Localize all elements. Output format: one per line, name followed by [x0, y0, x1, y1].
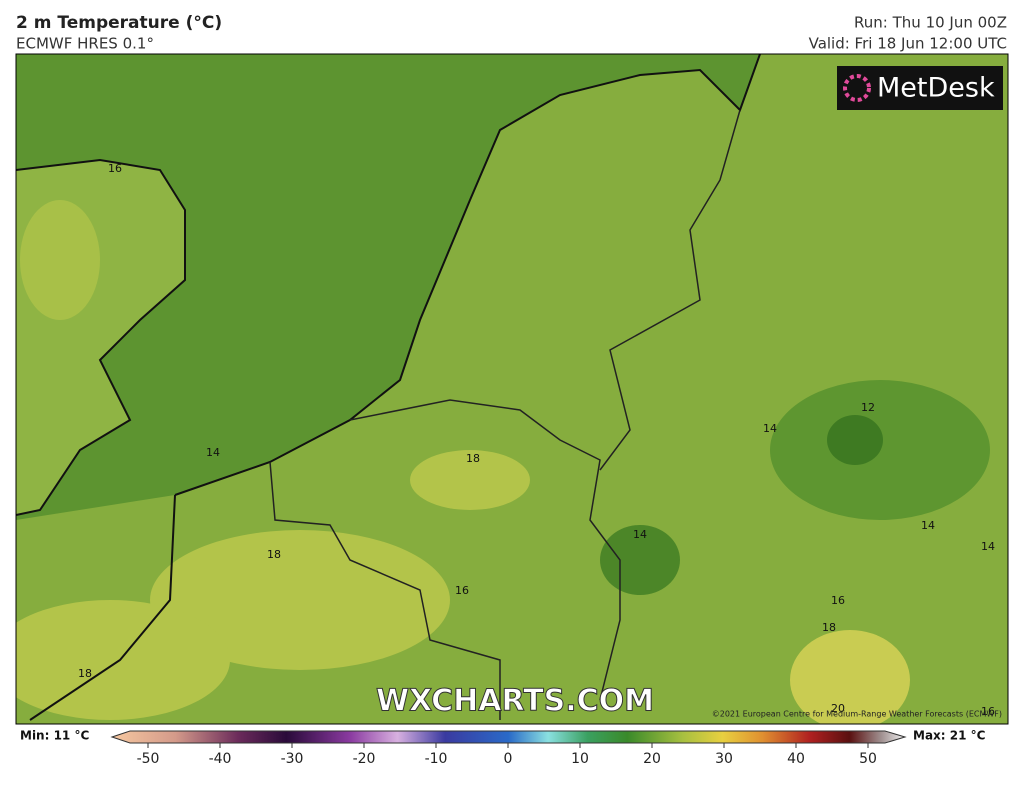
colorbar-tick-label: 20 [643, 751, 661, 767]
max-label: Max: 21 °C [913, 729, 986, 743]
map [16, 54, 1008, 724]
contour-label: 16 [455, 584, 469, 597]
coastline [29, 494, 176, 721]
warm-zone [790, 630, 910, 724]
colorbar-tick-label: 0 [504, 751, 513, 767]
colorbar-tick-label: 30 [715, 751, 733, 767]
cold-zone [827, 415, 883, 465]
colorbar-tick-label: -10 [425, 751, 448, 767]
colorbar [110, 730, 907, 744]
contour-label: 18 [78, 667, 92, 680]
warm-zone [410, 450, 530, 510]
min-label: Min: 11 °C [20, 729, 89, 743]
coastline [174, 54, 761, 496]
contour-label: 16 [831, 594, 845, 607]
border [269, 461, 501, 720]
warm-zone [16, 600, 230, 720]
contour-label: 14 [921, 519, 935, 532]
contour-label: 14 [763, 422, 777, 435]
contour-label: 16 [981, 705, 995, 718]
title: 2 m Temperature (°C) [16, 13, 222, 33]
colorbar-tick-label: -30 [281, 751, 304, 767]
logo-icon [843, 74, 871, 102]
contour-label: 18 [267, 548, 281, 561]
colorbar-tick-label: 50 [859, 751, 877, 767]
logo-box [837, 66, 1003, 110]
contour-label: 20 [831, 702, 845, 715]
subtitle: ECMWF HRES 0.1° [16, 35, 154, 53]
colorbar-tick-label: -50 [137, 751, 160, 767]
run-time: Run: Thu 10 Jun 00Z [854, 14, 1007, 32]
contour-labels: 16 14 18 18 16 14 14 12 14 14 16 18 18 20 16 [78, 162, 995, 718]
colorbar-tick-label: 10 [571, 751, 589, 767]
contour-label: 14 [206, 446, 220, 459]
contour-label: 12 [861, 401, 875, 414]
logo: MetDesk [877, 73, 995, 104]
border [599, 109, 741, 471]
copyright: ©2021 European Centre for Medium-Range W… [712, 710, 1002, 719]
map-frame [15, 53, 1009, 725]
warm-zone [20, 200, 100, 320]
colorbar-tick-label: 40 [787, 751, 805, 767]
contour-label: 18 [822, 621, 836, 634]
colorbar-ticks: -50 -40 -30 -20 -10 0 10 20 30 40 50 [137, 743, 877, 767]
valid-time: Valid: Fri 18 Jun 12:00 UTC [809, 35, 1007, 53]
colorbar-tick-label: -20 [353, 751, 376, 767]
contour-label: 14 [633, 528, 647, 541]
coastline [16, 158, 186, 516]
contour-label: 16 [108, 162, 122, 175]
contour-label: 14 [981, 540, 995, 553]
watermark: WXCHARTS.COM [376, 684, 654, 719]
warm-zone [150, 530, 450, 670]
border [349, 399, 621, 701]
contour-label: 18 [466, 452, 480, 465]
colorbar-tick-label: -40 [209, 751, 232, 767]
